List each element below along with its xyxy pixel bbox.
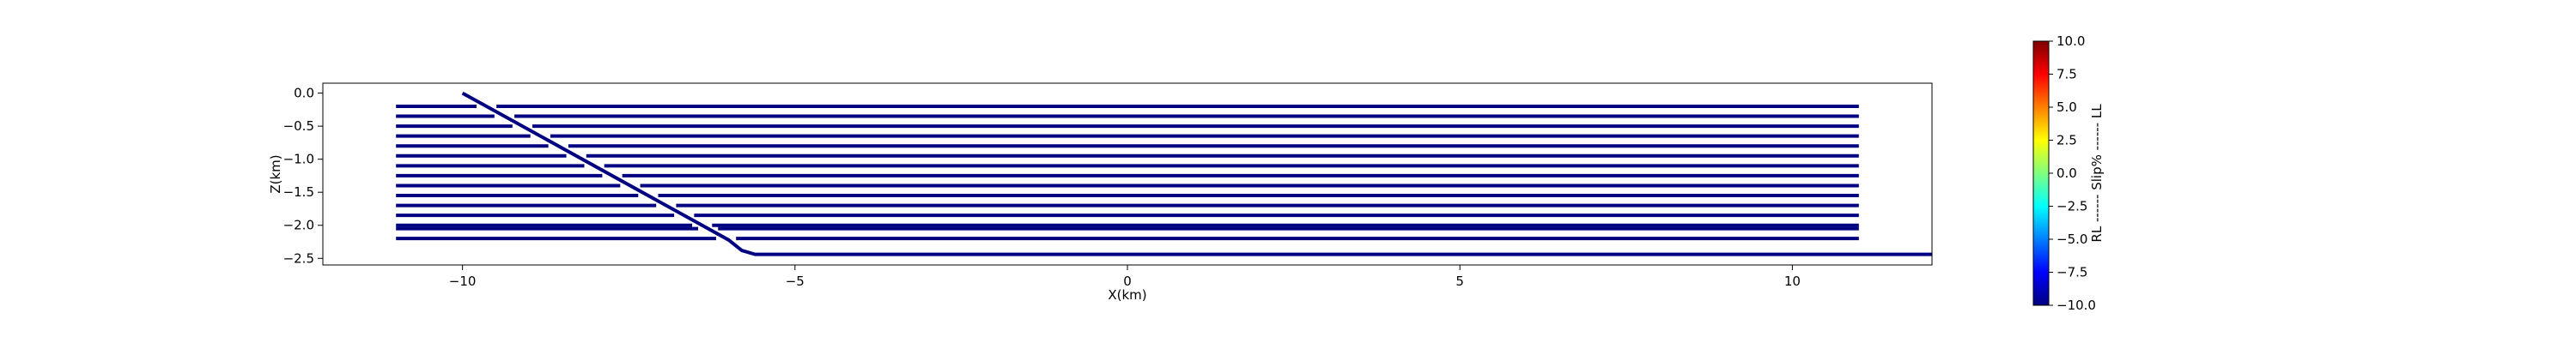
x-tick-label: 5 (1455, 274, 1464, 289)
colorbar-tick-label: 5.0 (2057, 99, 2077, 115)
y-axis-label: Z(km) (268, 154, 283, 193)
colorbar-label: RL ------ Slip% ------ LL (2089, 104, 2105, 243)
plot-area (396, 91, 1932, 256)
x-tick-label: 0 (1123, 274, 1132, 289)
y-tick-label: −1.5 (283, 184, 314, 200)
x-axis: −10 −5 0 5 10 (449, 265, 1801, 289)
colorbar-tick-label: −5.0 (2057, 232, 2087, 247)
y-axis: 0.0 −0.5 −1.0 −1.5 −2.0 −2.5 (283, 86, 323, 266)
y-tick-label: −2.5 (283, 250, 314, 266)
x-tick-label: −10 (449, 274, 477, 289)
colorbar-tick-label: −10.0 (2057, 298, 2096, 313)
colorbar-tick-label: 2.5 (2057, 133, 2077, 148)
colorbar-tick-label: 0.0 (2057, 165, 2077, 181)
fault-trace-line (461, 91, 1932, 256)
y-tick-label: −1.0 (283, 152, 314, 167)
x-tick-label: −5 (786, 274, 805, 289)
colorbar-ticks: 10.0 7.5 5.0 2.5 0.0 −2.5 −5.0 −7.5 −10.0 (2049, 33, 2096, 313)
colorbar-gradient (2032, 40, 2050, 306)
colorbar-tick-label: 7.5 (2057, 67, 2077, 82)
y-tick-label: −0.5 (283, 118, 314, 134)
y-tick-label: 0.0 (294, 86, 314, 101)
colorbar-tick-label: −7.5 (2057, 265, 2087, 280)
colorbar-tick-label: −2.5 (2057, 199, 2087, 214)
colorbar-tick-label: 10.0 (2057, 33, 2085, 49)
y-tick-label: −2.0 (283, 218, 314, 233)
colorbar: 10.0 7.5 5.0 2.5 0.0 −2.5 −5.0 −7.5 −10.0 RL ---… (2032, 33, 2105, 313)
x-tick-label: 10 (1784, 274, 1801, 289)
x-axis-label: X(km) (1108, 287, 1146, 303)
